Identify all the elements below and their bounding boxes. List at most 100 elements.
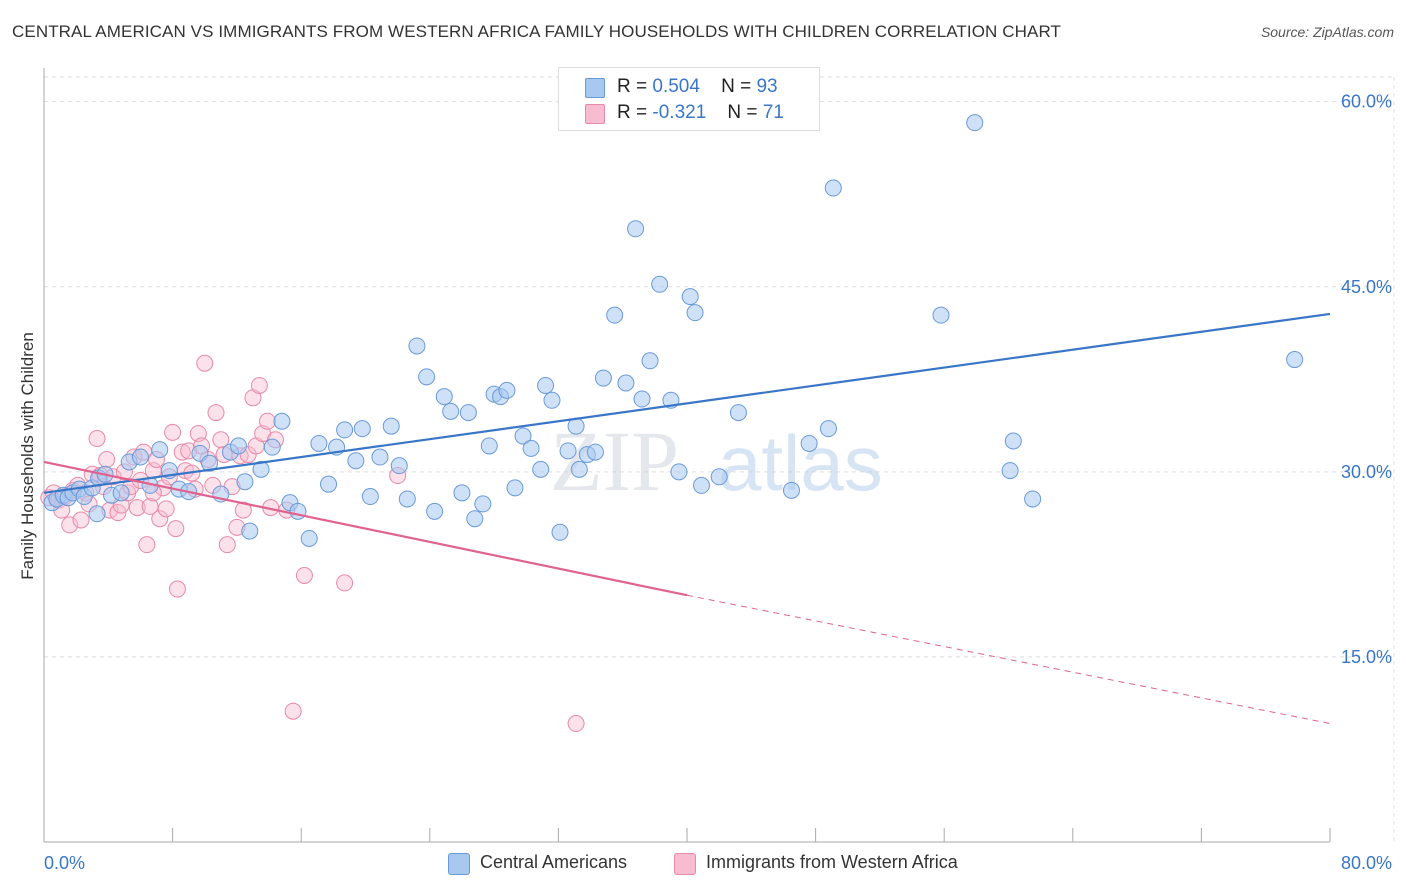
point-western-africa: [284, 702, 302, 720]
point-central-americans: [426, 502, 444, 520]
point-central-americans: [586, 443, 604, 461]
chart-title: CENTRAL AMERICAN VS IMMIGRANTS FROM WEST…: [12, 22, 1062, 41]
point-central-americans: [681, 288, 699, 306]
point-central-americans: [347, 452, 365, 470]
point-western-africa: [336, 574, 354, 592]
point-central-americans: [506, 479, 524, 497]
point-central-americans: [474, 495, 492, 513]
point-central-americans: [112, 484, 130, 502]
point-central-americans: [459, 404, 477, 422]
legend-n-label-pink: N =: [727, 102, 758, 123]
correlation-legend: R = 0.504 N = 93 R = -0.321 N = 71: [558, 67, 820, 131]
point-central-americans: [594, 369, 612, 387]
point-western-africa: [258, 412, 276, 430]
point-central-americans: [1286, 351, 1304, 369]
point-central-americans: [310, 434, 328, 452]
point-western-africa: [98, 451, 116, 468]
y-tick-label: 60.0%: [1341, 92, 1392, 112]
point-central-americans: [371, 448, 389, 466]
legend-r-label-blue: R =: [617, 76, 648, 97]
point-central-americans: [418, 368, 436, 386]
point-central-americans: [800, 434, 818, 452]
point-central-americans: [435, 388, 453, 406]
point-central-americans: [236, 473, 254, 491]
point-central-americans: [498, 381, 516, 399]
point-central-americans: [606, 306, 624, 324]
point-central-americans: [633, 390, 651, 408]
point-western-africa: [88, 430, 106, 448]
point-western-africa: [138, 536, 156, 554]
legend-swatch-pink: [585, 104, 605, 124]
point-central-americans: [361, 488, 379, 506]
point-central-americans: [408, 337, 426, 355]
point-central-americans: [442, 402, 460, 420]
point-central-americans: [532, 460, 550, 478]
point-central-americans: [263, 438, 281, 456]
point-central-americans: [627, 220, 645, 238]
point-central-americans: [514, 427, 532, 445]
legend-r-value-blue: 0.504: [652, 76, 700, 97]
point-central-americans: [289, 502, 307, 520]
point-central-americans: [320, 475, 338, 493]
point-central-americans: [151, 441, 169, 459]
axes: [43, 68, 1331, 843]
point-central-americans: [819, 420, 837, 438]
y-tick-label: 30.0%: [1341, 462, 1392, 482]
legend-r-label-pink: R =: [617, 102, 648, 123]
point-central-americans: [1001, 462, 1019, 480]
trendline-western-africa: [43, 460, 688, 597]
point-central-americans: [252, 460, 270, 478]
point-central-americans: [1024, 490, 1042, 508]
point-central-americans: [710, 468, 728, 486]
point-western-africa: [167, 520, 185, 538]
point-central-americans: [824, 179, 842, 197]
y-tick-label: 15.0%: [1341, 647, 1392, 667]
point-western-africa: [128, 499, 146, 517]
point-western-africa: [295, 566, 313, 584]
legend-swatch-western-africa: [674, 853, 696, 875]
point-central-americans: [559, 442, 577, 460]
point-western-africa: [250, 376, 268, 394]
legend-swatch-blue: [585, 78, 605, 98]
point-central-americans: [201, 454, 219, 472]
y-axis-label: Family Households with Children: [18, 332, 37, 580]
point-central-americans: [480, 437, 498, 455]
point-central-americans: [353, 420, 371, 438]
legend-n-value-pink: 71: [762, 102, 784, 123]
point-central-americans: [686, 304, 704, 322]
legend-label-western-africa: Immigrants from Western Africa: [706, 852, 958, 872]
point-central-americans: [273, 412, 291, 430]
point-central-americans: [651, 275, 669, 293]
x-tick-label: 80.0%: [1341, 853, 1392, 873]
point-western-africa: [173, 443, 191, 461]
point-central-americans: [241, 522, 259, 540]
point-central-americans: [336, 421, 354, 439]
point-western-africa: [151, 510, 169, 528]
point-central-americans: [782, 481, 800, 499]
point-central-americans: [692, 476, 710, 494]
series-legend: Central Americans Immigrants from Wester…: [0, 852, 1406, 878]
tick-labels: 15.0% 30.0% 45.0% 60.0% 0.0% 80.0%: [44, 92, 1392, 873]
point-central-americans: [537, 376, 555, 394]
point-central-americans: [551, 523, 569, 541]
point-central-americans: [230, 437, 248, 455]
legend-label-central-americans: Central Americans: [480, 852, 628, 872]
point-western-africa: [196, 354, 214, 372]
x-tick-label: 0.0%: [44, 853, 85, 873]
point-central-americans: [932, 306, 950, 324]
point-central-americans: [617, 374, 635, 392]
point-central-americans: [729, 404, 747, 422]
point-western-africa: [567, 715, 585, 733]
legend-n-value-blue: 93: [756, 76, 778, 97]
point-central-americans: [453, 484, 471, 502]
y-tick-label: 45.0%: [1341, 277, 1392, 297]
trendline-western-africa: [686, 594, 1331, 725]
legend-n-label-blue: N =: [721, 76, 752, 97]
watermark: ZIP atlas: [550, 413, 883, 509]
watermark-atlas: atlas: [718, 419, 883, 507]
point-western-africa: [72, 511, 90, 529]
point-central-americans: [398, 490, 416, 508]
point-central-americans: [300, 529, 318, 547]
point-central-americans: [966, 114, 984, 132]
